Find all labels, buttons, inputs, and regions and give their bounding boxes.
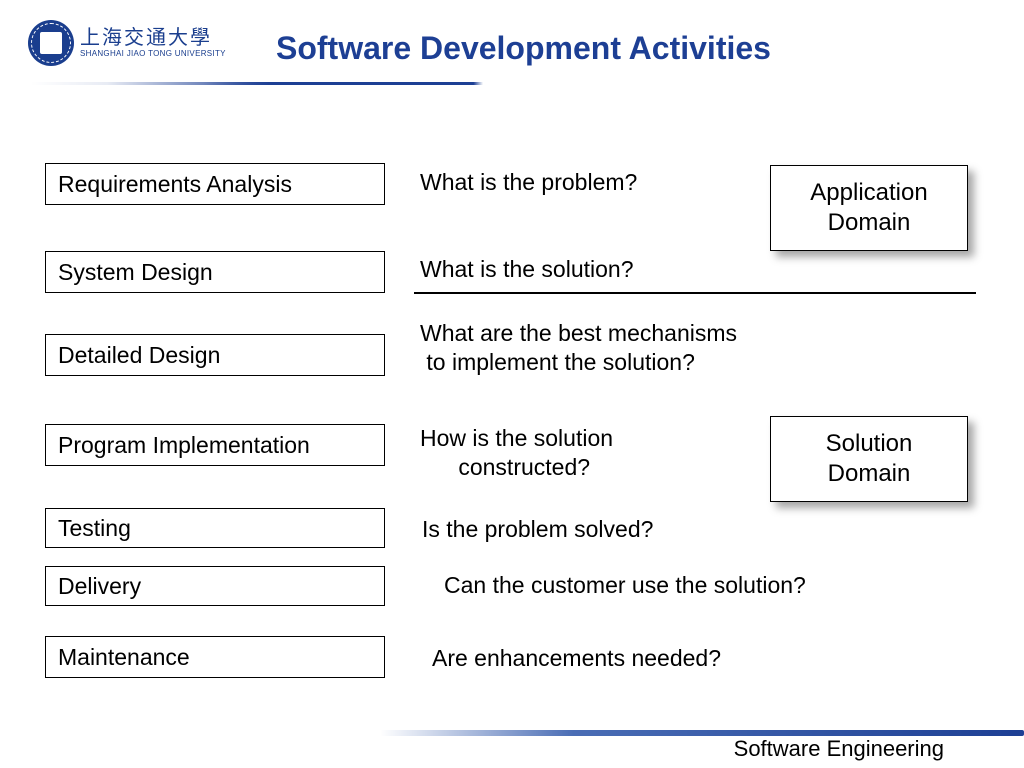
- slide-title: Software Development Activities: [276, 30, 771, 67]
- activity-question: What is the problem?: [420, 168, 637, 197]
- activity-label: Program Implementation: [58, 432, 310, 459]
- activity-box: Program Implementation: [45, 424, 385, 466]
- activity-box: System Design: [45, 251, 385, 293]
- activity-label: Maintenance: [58, 644, 190, 671]
- logo-chinese: 上海交通大學: [80, 28, 226, 48]
- activity-label: Requirements Analysis: [58, 171, 292, 198]
- activity-question: How is the solution constructed?: [420, 424, 613, 482]
- activity-label: Testing: [58, 515, 131, 542]
- activity-label: Delivery: [58, 573, 141, 600]
- slide-header: 上海交通大學 SHANGHAI JIAO TONG UNIVERSITY Sof…: [0, 12, 1024, 92]
- logo-text: 上海交通大學 SHANGHAI JIAO TONG UNIVERSITY: [80, 28, 226, 58]
- activity-question: Are enhancements needed?: [432, 644, 721, 673]
- activity-box: Requirements Analysis: [45, 163, 385, 205]
- activity-question: What are the best mechanisms to implemen…: [420, 319, 737, 377]
- logo-english: SHANGHAI JIAO TONG UNIVERSITY: [80, 50, 226, 58]
- section-divider: [414, 292, 976, 294]
- activity-label: System Design: [58, 259, 213, 286]
- university-logo: 上海交通大學 SHANGHAI JIAO TONG UNIVERSITY: [28, 20, 226, 66]
- domain-box: Application Domain: [770, 165, 968, 251]
- footer-text: Software Engineering: [734, 736, 944, 762]
- activity-box: Maintenance: [45, 636, 385, 678]
- activity-box: Delivery: [45, 566, 385, 606]
- domain-box: Solution Domain: [770, 416, 968, 502]
- activity-question: Is the problem solved?: [422, 515, 653, 544]
- activity-question: Can the customer use the solution?: [444, 571, 806, 600]
- activity-question: What is the solution?: [420, 255, 634, 284]
- activity-box: Detailed Design: [45, 334, 385, 376]
- logo-seal-icon: [28, 20, 74, 66]
- header-underline: [30, 82, 994, 85]
- activity-label: Detailed Design: [58, 342, 220, 369]
- activity-box: Testing: [45, 508, 385, 548]
